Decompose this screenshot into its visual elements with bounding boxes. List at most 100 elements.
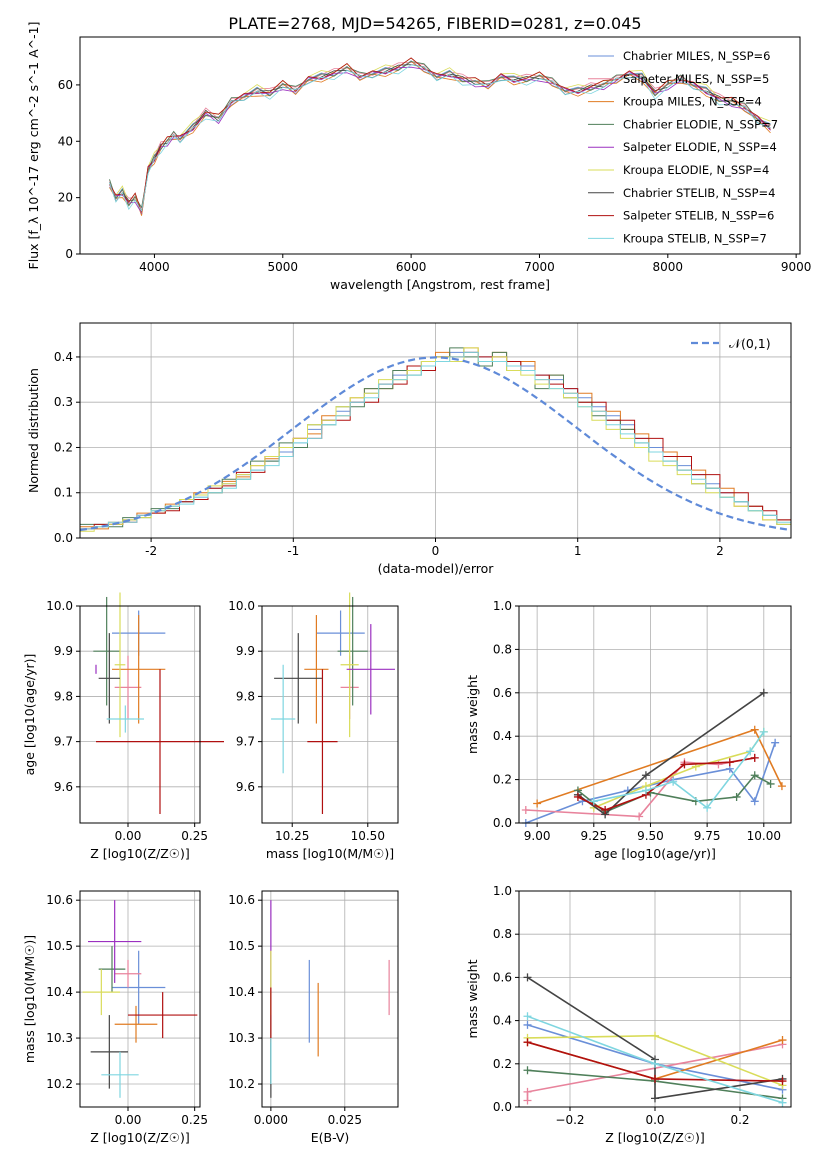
y-tick-label: 0.0 [493, 1100, 512, 1114]
y-tick-label: 10.4 [228, 985, 255, 999]
x-tick-label: 10.50 [351, 829, 385, 843]
y-tick-label: 10.6 [46, 893, 73, 907]
y-tick-label: 0.4 [493, 1014, 512, 1028]
plus-marker [573, 792, 582, 801]
plus-marker [750, 725, 759, 734]
plus-marker [746, 747, 755, 756]
histogram-step-line [80, 351, 791, 530]
y-tick-label: 1.0 [493, 884, 512, 898]
x-tick-label: 4000 [139, 260, 170, 274]
plus-marker [777, 782, 786, 791]
series-line [593, 731, 765, 809]
plus-marker [703, 803, 712, 812]
x-tick-label: 0.25 [181, 1113, 208, 1127]
spectrum-panel: 4000 5000 6000 7000 8000 9000 0 20 40 60 wavelengt… [26, 22, 811, 292]
y-tick-label: 0.2 [54, 440, 73, 454]
plus-marker [759, 688, 768, 697]
plus-marker [771, 738, 780, 747]
y-tick-label: 0.6 [493, 970, 512, 984]
y-tick-label: 10.3 [228, 1031, 255, 1045]
x-tick-label: 0.0 [645, 1113, 664, 1127]
y-axis-label: mass [log10(M/M☉)] [22, 935, 37, 1063]
plus-marker [750, 771, 759, 780]
plus-marker [523, 1012, 532, 1021]
y-tick-label: 9.8 [236, 689, 255, 703]
mass-vs-metallicity-panel: 0.00 0.25 10.2 10.3 10.4 10.5 10.6 Z [log10(Z/Z… [22, 890, 208, 1145]
x-tick-label: 10.25 [275, 829, 309, 843]
spectrum-series-line [109, 64, 771, 213]
y-tick-label: 0.4 [493, 729, 512, 743]
plus-marker [651, 1074, 659, 1083]
y-tick-label: 10.5 [228, 939, 255, 953]
y-tick-label: 9.6 [54, 780, 73, 794]
x-tick-label: 6000 [396, 260, 427, 274]
plot-frame [518, 605, 792, 824]
x-axis-label: age [log10(age/yr)] [594, 846, 716, 861]
x-axis-label: Z [log10(Z/Z☉)] [90, 1130, 190, 1145]
plus-marker [732, 792, 741, 801]
mass-vs-ebv-panel: 0.000 0.025 10.2 10.3 10.4 10.5 10.6 E(B-V) [228, 890, 399, 1145]
y-axis-label: mass weight [465, 675, 480, 754]
x-axis-label: Z [log10(Z/Z☉)] [90, 846, 190, 861]
plus-marker [523, 1096, 532, 1105]
spectrum-series-line [109, 66, 771, 215]
x-tick-label: 9.50 [637, 829, 664, 843]
plus-marker [651, 1031, 659, 1040]
normal-curve-line [79, 356, 792, 532]
series-line [577, 757, 755, 811]
plus-marker [589, 797, 598, 806]
y-axis-label: age [log10(age/yr)] [22, 654, 37, 776]
plot-frame [518, 890, 792, 1108]
x-tick-label: 8000 [653, 260, 684, 274]
x-tick-label: 0.00 [115, 829, 142, 843]
y-tick-label: 0.6 [493, 686, 512, 700]
plus-marker [641, 786, 650, 795]
plus-marker [778, 1036, 787, 1045]
x-tick-label: 0.00 [115, 1113, 142, 1127]
legend-label: Chabrier STELIB, N_SSP=4 [623, 186, 775, 200]
age-vs-mass-panel: 10.25 10.50 9.6 9.7 9.8 9.9 10.0 mass [log10(M/… [228, 592, 399, 861]
plus-marker [601, 805, 610, 814]
plus-marker [725, 758, 734, 767]
x-tick-label: 0.025 [328, 1113, 362, 1127]
y-tick-label: 0 [65, 247, 73, 261]
y-tick-label: 60 [58, 78, 73, 92]
y-axis-label: mass weight [465, 959, 480, 1038]
y-tick-label: 9.6 [236, 780, 255, 794]
y-axis-label: Normed distribution [26, 368, 41, 493]
x-tick-label: 2 [716, 544, 724, 558]
y-tick-label: 9.9 [54, 644, 73, 658]
x-axis-label: (data-model)/error [378, 561, 495, 576]
spectrum-series-line [109, 57, 771, 213]
y-axis-label: Flux [f_λ 10^-17 erg cm^-2 s^-1 A^-1] [26, 22, 41, 270]
legend-label: Salpeter STELIB, N_SSP=6 [623, 209, 774, 223]
residual-histogram-panel: -2 -1 0 1 2 0.0 0.1 0.2 0.3 0.4 (data-model)/error… [26, 322, 792, 576]
plus-marker [523, 1066, 532, 1075]
legend-label: Kroupa STELIB, N_SSP=7 [623, 231, 767, 245]
x-tick-label: 1 [574, 544, 582, 558]
x-tick-label: 0.000 [254, 1113, 288, 1127]
y-tick-label: 10.3 [46, 1031, 73, 1045]
x-tick-label: 9000 [781, 260, 812, 274]
y-tick-label: 10.4 [46, 985, 73, 999]
plus-marker [778, 1077, 787, 1086]
mass-weight-vs-age-panel: 9.00 9.25 9.50 9.75 10.00 0.0 0.2 0.4 0.6 0.8 1.0 a… [465, 599, 792, 861]
y-tick-label: 10.0 [46, 599, 73, 613]
x-axis-label: Z [log10(Z/Z☉)] [605, 1130, 705, 1145]
y-tick-label: 0.2 [493, 1057, 512, 1071]
y-tick-label: 40 [58, 134, 73, 148]
x-tick-label: -2 [145, 544, 157, 558]
x-tick-label: 0.2 [730, 1113, 749, 1127]
y-tick-label: 20 [58, 191, 73, 205]
y-tick-label: 1.0 [493, 599, 512, 613]
plot-frame [79, 890, 201, 1108]
x-tick-label: 9.00 [524, 829, 551, 843]
x-tick-label: -1 [287, 544, 299, 558]
plus-marker [641, 771, 650, 780]
x-tick-label: 5000 [268, 260, 299, 274]
plus-marker [759, 727, 768, 736]
y-tick-label: 10.6 [228, 893, 255, 907]
y-tick-label: 10.5 [46, 939, 73, 953]
y-tick-label: 0.0 [493, 816, 512, 830]
age-vs-metallicity-panel: 0.00 0.25 9.6 9.7 9.8 9.9 10.0 Z [log10(Z/Z☉)] a… [22, 592, 224, 861]
